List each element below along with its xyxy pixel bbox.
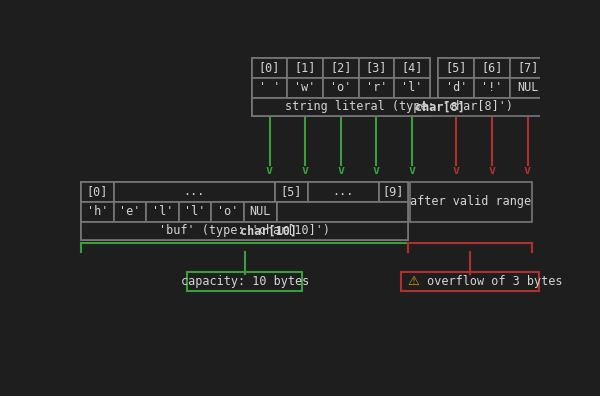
Text: v: v bbox=[409, 164, 416, 177]
Bar bbox=[252, 57, 430, 116]
Bar bbox=[394, 57, 430, 78]
Text: v: v bbox=[302, 164, 309, 177]
Bar bbox=[275, 181, 308, 202]
Text: ...: ... bbox=[332, 185, 354, 198]
Bar bbox=[81, 181, 114, 202]
Text: v: v bbox=[337, 164, 344, 177]
Text: char[10]: char[10] bbox=[240, 224, 297, 237]
Text: ' ': ' ' bbox=[259, 81, 280, 94]
Text: v: v bbox=[373, 164, 380, 177]
Bar bbox=[510, 78, 545, 97]
Bar bbox=[323, 78, 359, 97]
Bar bbox=[114, 181, 275, 202]
Bar bbox=[359, 78, 394, 97]
Text: 'd': 'd' bbox=[446, 81, 467, 94]
Text: 'r': 'r' bbox=[366, 81, 387, 94]
Bar bbox=[439, 57, 545, 97]
Bar bbox=[252, 78, 287, 97]
Text: ⚠: ⚠ bbox=[407, 275, 419, 288]
Bar bbox=[401, 272, 539, 291]
Bar bbox=[252, 97, 545, 116]
Text: [6]: [6] bbox=[481, 61, 503, 74]
Text: [5]: [5] bbox=[446, 61, 467, 74]
Bar bbox=[114, 202, 146, 221]
Bar bbox=[379, 181, 408, 202]
Bar bbox=[323, 57, 359, 78]
Text: [1]: [1] bbox=[295, 61, 316, 74]
Text: [5]: [5] bbox=[281, 185, 302, 198]
Bar bbox=[439, 78, 474, 97]
Text: 'buf' (type: 'char[10]'): 'buf' (type: 'char[10]') bbox=[159, 224, 330, 237]
Text: [9]: [9] bbox=[383, 185, 404, 198]
Text: string literal (type: 'char[8]'): string literal (type: 'char[8]') bbox=[284, 100, 512, 113]
Text: v: v bbox=[524, 164, 531, 177]
Bar bbox=[244, 202, 277, 221]
Bar bbox=[474, 57, 510, 78]
Text: 'o': 'o' bbox=[217, 205, 238, 218]
Text: overflow of 3 bytes: overflow of 3 bytes bbox=[420, 275, 562, 288]
Text: 'w': 'w' bbox=[295, 81, 316, 94]
Text: [2]: [2] bbox=[330, 61, 352, 74]
Text: [7]: [7] bbox=[517, 61, 538, 74]
Bar bbox=[287, 78, 323, 97]
Bar bbox=[287, 57, 323, 78]
Text: 'o': 'o' bbox=[330, 81, 352, 94]
Bar bbox=[410, 181, 532, 221]
Text: 'e': 'e' bbox=[119, 205, 141, 218]
Text: NUL: NUL bbox=[517, 81, 538, 94]
Bar bbox=[187, 272, 302, 291]
Text: '!': '!' bbox=[481, 81, 503, 94]
Text: after valid range: after valid range bbox=[410, 195, 532, 208]
Text: [4]: [4] bbox=[401, 61, 423, 74]
Text: 'h': 'h' bbox=[87, 205, 108, 218]
Text: NUL: NUL bbox=[250, 205, 271, 218]
Bar bbox=[146, 202, 179, 221]
Text: [3]: [3] bbox=[366, 61, 387, 74]
Text: [0]: [0] bbox=[259, 61, 280, 74]
Text: v: v bbox=[453, 164, 460, 177]
Bar bbox=[308, 181, 379, 202]
Text: char[8]: char[8] bbox=[415, 100, 466, 113]
Bar bbox=[81, 181, 408, 240]
Bar bbox=[211, 202, 244, 221]
Bar bbox=[81, 221, 408, 240]
Text: 'l': 'l' bbox=[184, 205, 206, 218]
Text: [0]: [0] bbox=[87, 185, 108, 198]
Text: 'l': 'l' bbox=[401, 81, 423, 94]
Text: v: v bbox=[266, 164, 273, 177]
Bar bbox=[394, 78, 430, 97]
Text: v: v bbox=[488, 164, 496, 177]
Text: capacity: 10 bytes: capacity: 10 bytes bbox=[181, 275, 309, 288]
Bar bbox=[81, 202, 114, 221]
Bar bbox=[359, 57, 394, 78]
Bar bbox=[277, 202, 408, 221]
Bar bbox=[474, 78, 510, 97]
Bar bbox=[510, 57, 545, 78]
Bar bbox=[179, 202, 211, 221]
Text: ...: ... bbox=[184, 185, 205, 198]
Bar bbox=[252, 57, 287, 78]
Bar bbox=[439, 57, 474, 78]
Text: 'l': 'l' bbox=[152, 205, 173, 218]
